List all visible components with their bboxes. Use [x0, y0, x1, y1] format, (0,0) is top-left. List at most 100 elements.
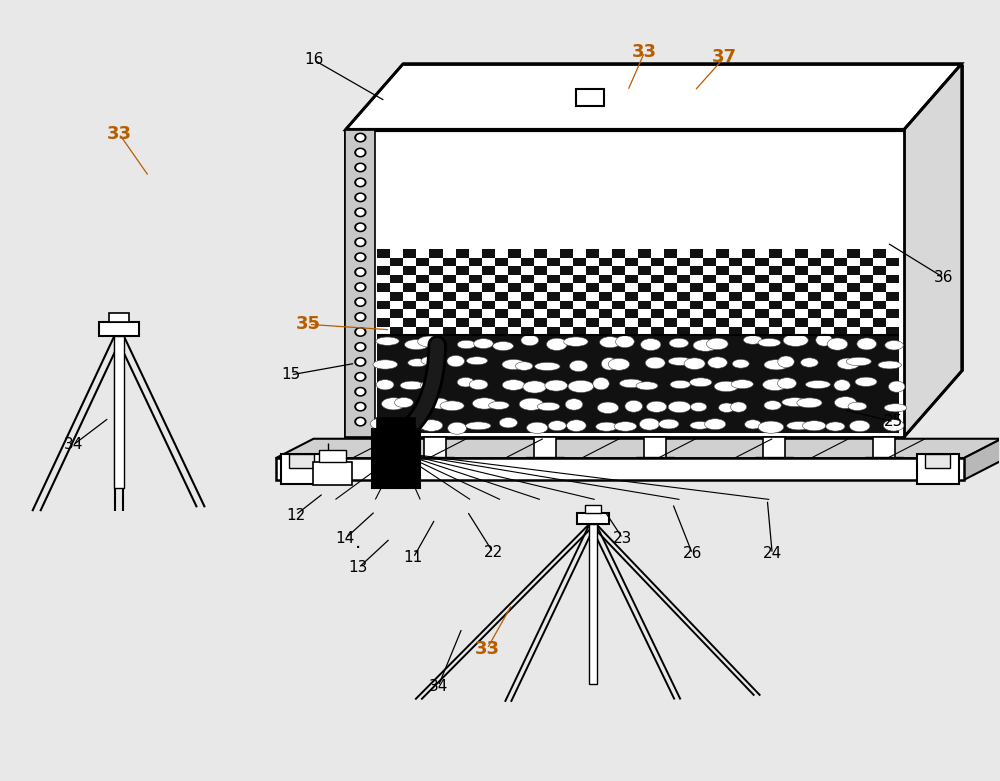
Bar	[834, 301, 847, 309]
Bar	[456, 326, 469, 335]
Bar	[808, 266, 821, 275]
Ellipse shape	[567, 420, 586, 432]
Bar	[755, 266, 769, 275]
Bar	[612, 258, 625, 266]
Bar	[769, 275, 782, 284]
Bar	[638, 309, 651, 318]
Ellipse shape	[846, 357, 871, 366]
Bar	[469, 301, 482, 309]
Circle shape	[357, 240, 364, 245]
Bar	[860, 266, 873, 275]
Bar	[599, 318, 612, 326]
Bar	[521, 318, 534, 326]
Bar	[742, 309, 755, 318]
Bar	[403, 292, 416, 301]
Ellipse shape	[884, 404, 907, 412]
Bar	[534, 437, 556, 461]
Bar	[560, 309, 573, 318]
Ellipse shape	[849, 420, 870, 432]
Bar	[886, 284, 899, 292]
Ellipse shape	[537, 402, 560, 411]
Bar	[573, 301, 586, 309]
Text: 13: 13	[349, 561, 368, 576]
Ellipse shape	[758, 421, 784, 433]
Bar	[416, 301, 429, 309]
Text: 22: 22	[483, 545, 503, 560]
Circle shape	[357, 135, 364, 141]
Bar	[651, 266, 664, 275]
Ellipse shape	[382, 398, 405, 410]
Bar	[577, 512, 609, 524]
Bar	[469, 266, 482, 275]
Circle shape	[357, 255, 364, 260]
Bar	[834, 318, 847, 326]
Ellipse shape	[707, 338, 728, 350]
Circle shape	[355, 283, 366, 291]
Bar	[534, 275, 547, 284]
Bar	[573, 266, 586, 275]
Ellipse shape	[523, 381, 546, 393]
Bar	[599, 284, 612, 292]
Circle shape	[357, 225, 364, 230]
Bar	[716, 292, 729, 301]
Bar	[664, 258, 677, 266]
Bar	[289, 455, 314, 468]
Bar	[390, 266, 403, 275]
Bar	[547, 266, 560, 275]
Circle shape	[355, 268, 366, 276]
Ellipse shape	[783, 334, 808, 347]
Circle shape	[357, 314, 364, 319]
Polygon shape	[276, 439, 1000, 458]
Bar	[638, 292, 651, 301]
Circle shape	[357, 299, 364, 305]
Bar	[808, 318, 821, 326]
Bar	[416, 284, 429, 292]
Bar	[456, 292, 469, 301]
Bar	[345, 130, 904, 437]
Bar	[521, 284, 534, 292]
Ellipse shape	[593, 377, 609, 390]
Bar	[560, 275, 573, 284]
Ellipse shape	[619, 379, 643, 387]
Bar	[651, 249, 664, 258]
Text: 37: 37	[712, 48, 737, 66]
Ellipse shape	[731, 402, 747, 412]
Circle shape	[357, 165, 364, 170]
Bar	[495, 301, 508, 309]
Ellipse shape	[669, 338, 689, 348]
Bar	[586, 292, 599, 301]
Ellipse shape	[376, 337, 399, 345]
Bar	[377, 326, 390, 335]
Bar	[742, 258, 755, 266]
Bar	[716, 258, 729, 266]
Ellipse shape	[885, 341, 903, 350]
Bar	[416, 318, 429, 326]
Bar	[99, 322, 139, 336]
Bar	[664, 309, 677, 318]
Ellipse shape	[834, 397, 856, 408]
Circle shape	[355, 253, 366, 262]
Bar	[847, 275, 860, 284]
Bar	[860, 284, 873, 292]
Ellipse shape	[405, 340, 429, 350]
Bar	[821, 275, 834, 284]
Ellipse shape	[493, 341, 513, 351]
Bar	[677, 318, 690, 326]
Ellipse shape	[608, 358, 630, 370]
Bar	[886, 318, 899, 326]
Bar	[443, 266, 456, 275]
Bar	[729, 266, 742, 275]
Bar	[560, 292, 573, 301]
Bar	[586, 258, 599, 266]
Bar	[651, 301, 664, 309]
Bar	[690, 258, 703, 266]
Bar	[716, 326, 729, 335]
Ellipse shape	[616, 336, 634, 348]
Bar	[469, 249, 482, 258]
Bar	[390, 301, 403, 309]
Circle shape	[355, 402, 366, 411]
Bar	[534, 309, 547, 318]
Circle shape	[355, 163, 366, 172]
Text: 33: 33	[107, 125, 132, 143]
Bar	[377, 335, 899, 433]
